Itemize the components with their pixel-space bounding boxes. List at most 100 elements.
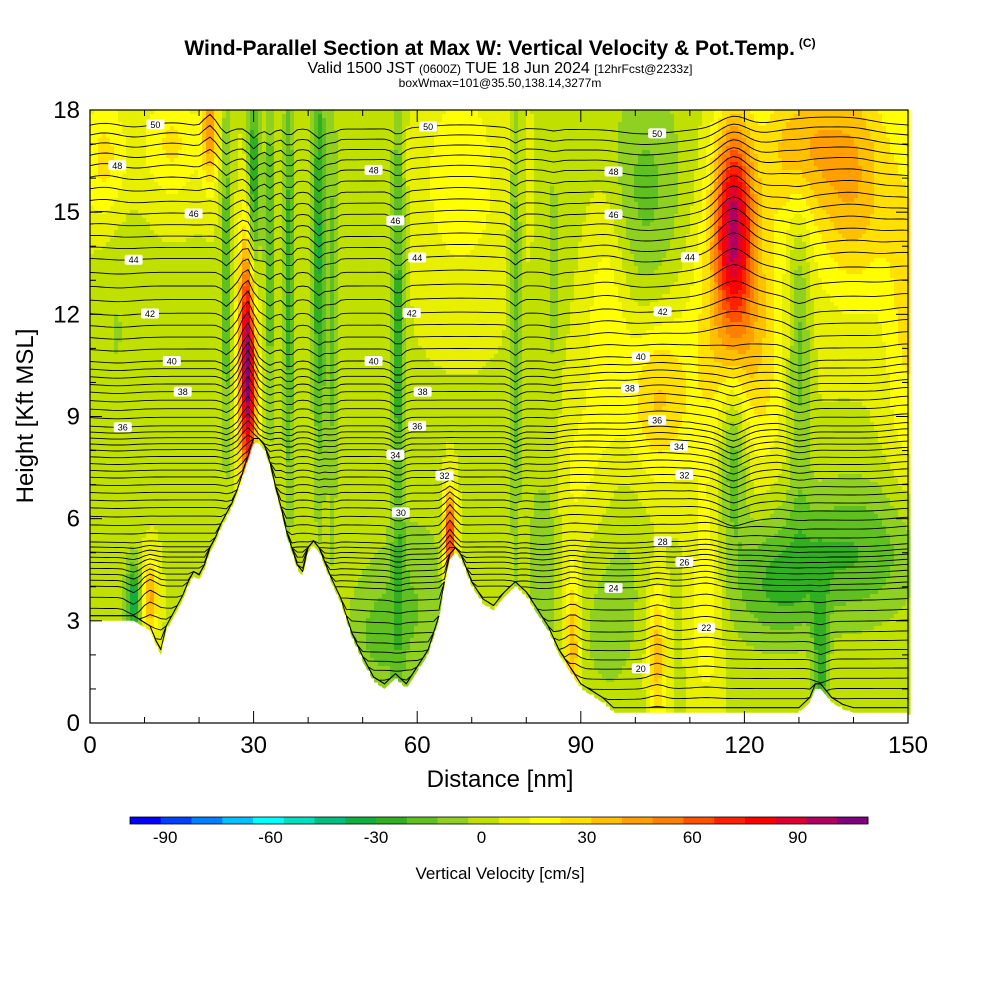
heat-cell <box>158 202 163 207</box>
heat-cell <box>134 370 139 375</box>
heat-cell <box>226 366 231 371</box>
heat-cell <box>94 222 99 227</box>
heat-cell <box>178 346 183 351</box>
heat-cell <box>158 638 163 643</box>
heat-cell <box>206 378 211 383</box>
heat-cell <box>186 494 191 499</box>
heat-cell <box>102 482 107 487</box>
heat-cell <box>182 154 187 159</box>
heat-cell <box>150 266 155 271</box>
heat-cell <box>234 114 239 119</box>
heat-cell <box>154 130 159 135</box>
heat-cell <box>182 126 187 131</box>
heat-cell <box>130 190 135 195</box>
heat-cell <box>178 402 183 407</box>
heat-cell <box>142 202 147 207</box>
heat-cell <box>190 510 195 515</box>
heat-cell <box>150 626 155 631</box>
heat-cell <box>158 346 163 351</box>
heat-cell <box>126 438 131 443</box>
heat-cell <box>110 226 115 231</box>
heat-cell <box>170 326 175 331</box>
heat-cell <box>158 610 163 615</box>
heat-cell <box>94 558 99 563</box>
heat-cell <box>222 110 227 115</box>
heat-cell <box>126 510 131 515</box>
heat-cell <box>182 130 187 135</box>
heat-cell <box>174 534 179 539</box>
heat-cell <box>218 218 223 223</box>
heat-cell <box>226 246 231 251</box>
heat-cell <box>162 186 167 191</box>
heat-cell <box>254 182 259 187</box>
heat-cell <box>150 194 155 199</box>
heat-cell <box>126 598 131 603</box>
heat-cell <box>118 438 123 443</box>
heat-cell <box>158 474 163 479</box>
heat-cell <box>126 342 131 347</box>
heat-cell <box>138 366 143 371</box>
heat-cell <box>138 194 143 199</box>
heat-cell <box>138 198 143 203</box>
heat-cell <box>110 482 115 487</box>
heat-cell <box>110 346 115 351</box>
heat-cell <box>102 166 107 171</box>
heat-cell <box>146 474 151 479</box>
heat-cell <box>90 190 95 195</box>
heat-cell <box>190 318 195 323</box>
heat-cell <box>178 302 183 307</box>
heat-cell <box>210 294 215 299</box>
heat-cell <box>154 590 159 595</box>
heat-cell <box>230 354 235 359</box>
heat-cell <box>198 258 203 263</box>
heat-cell <box>210 334 215 339</box>
heat-cell <box>150 278 155 283</box>
heat-cell <box>182 290 187 295</box>
heat-cell <box>122 186 127 191</box>
heat-cell <box>90 542 95 547</box>
heat-cell <box>210 510 215 515</box>
heat-cell <box>138 470 143 475</box>
heat-cell <box>166 134 171 139</box>
heat-cell <box>102 526 107 531</box>
heat-cell <box>94 586 99 591</box>
heat-cell <box>162 438 167 443</box>
heat-cell <box>150 594 155 599</box>
heat-cell <box>142 238 147 243</box>
heat-cell <box>178 442 183 447</box>
heat-cell <box>150 290 155 295</box>
heat-cell <box>242 418 247 423</box>
heat-cell <box>182 350 187 355</box>
heat-cell <box>150 282 155 287</box>
heat-cell <box>158 438 163 443</box>
heat-cell <box>194 342 199 347</box>
heat-cell <box>166 238 171 243</box>
heat-cell <box>146 330 151 335</box>
heat-cell <box>170 182 175 187</box>
heat-cell <box>134 162 139 167</box>
heat-cell <box>114 502 119 507</box>
heat-cell <box>146 510 151 515</box>
heat-cell <box>214 318 219 323</box>
heat-cell <box>98 150 103 155</box>
heat-cell <box>98 598 103 603</box>
heat-cell <box>174 294 179 299</box>
heat-cell <box>150 342 155 347</box>
heat-cell <box>94 482 99 487</box>
heat-cell <box>218 478 223 483</box>
heat-cell <box>150 150 155 155</box>
heat-cell <box>158 358 163 363</box>
heat-cell <box>134 346 139 351</box>
heat-cell <box>114 270 119 275</box>
heat-cell <box>114 202 119 207</box>
heat-cell <box>114 466 119 471</box>
heat-cell <box>102 474 107 479</box>
heat-cell <box>106 238 111 243</box>
heat-cell <box>142 130 147 135</box>
heat-cell <box>122 582 127 587</box>
heat-cell <box>182 242 187 247</box>
heat-cell <box>214 458 219 463</box>
heat-cell <box>174 342 179 347</box>
heat-cell <box>94 610 99 615</box>
heat-cell <box>102 138 107 143</box>
